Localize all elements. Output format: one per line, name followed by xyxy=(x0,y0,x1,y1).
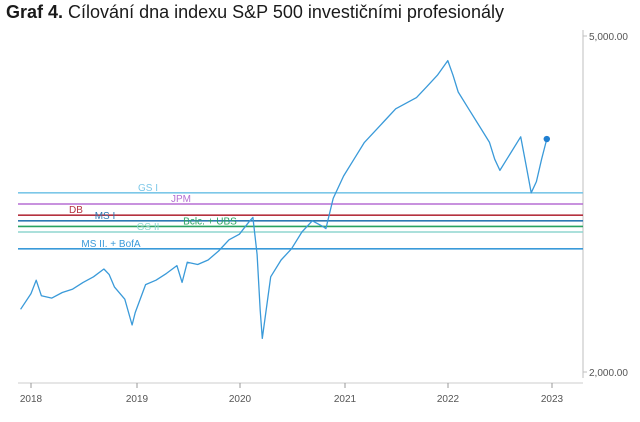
y-tick-label: 5,000.00 xyxy=(589,32,628,43)
chart-title: Graf 4. Cílování dna indexu S&P 500 inve… xyxy=(6,2,504,23)
level-label: JPM xyxy=(171,194,191,205)
x-tick-label: 2021 xyxy=(334,394,357,405)
x-tick-label: 2022 xyxy=(437,394,460,405)
level-label: GS I xyxy=(138,183,158,194)
chart-title-prefix: Graf 4. xyxy=(6,2,64,22)
level-label: Bclс. + UBS xyxy=(183,216,237,227)
x-tick-label: 2023 xyxy=(541,394,564,405)
x-tick-label: 2018 xyxy=(20,394,43,405)
y-tick-label: 2,000.00 xyxy=(589,368,628,379)
level-label: MS II. + BofA xyxy=(81,239,141,250)
series-line xyxy=(20,59,548,340)
x-tick-label: 2019 xyxy=(126,394,149,405)
series-layer xyxy=(20,59,550,340)
level-label: MS I xyxy=(95,211,116,222)
level-label: DB xyxy=(69,205,83,216)
level-label: GS II xyxy=(137,222,160,233)
x-tick-label: 2020 xyxy=(229,394,252,405)
levels-layer: GS I JPM DB MS I Bclс. + UBS GS II MS II. + Bo… xyxy=(18,183,583,250)
chart-title-text: Cílování dna indexu S&P 500 investičními… xyxy=(68,2,504,22)
axes-layer: 5,000.00 2,000.00 2018 2019 2020 2021 2022 2023 xyxy=(18,30,628,405)
series-last-point xyxy=(543,135,550,143)
